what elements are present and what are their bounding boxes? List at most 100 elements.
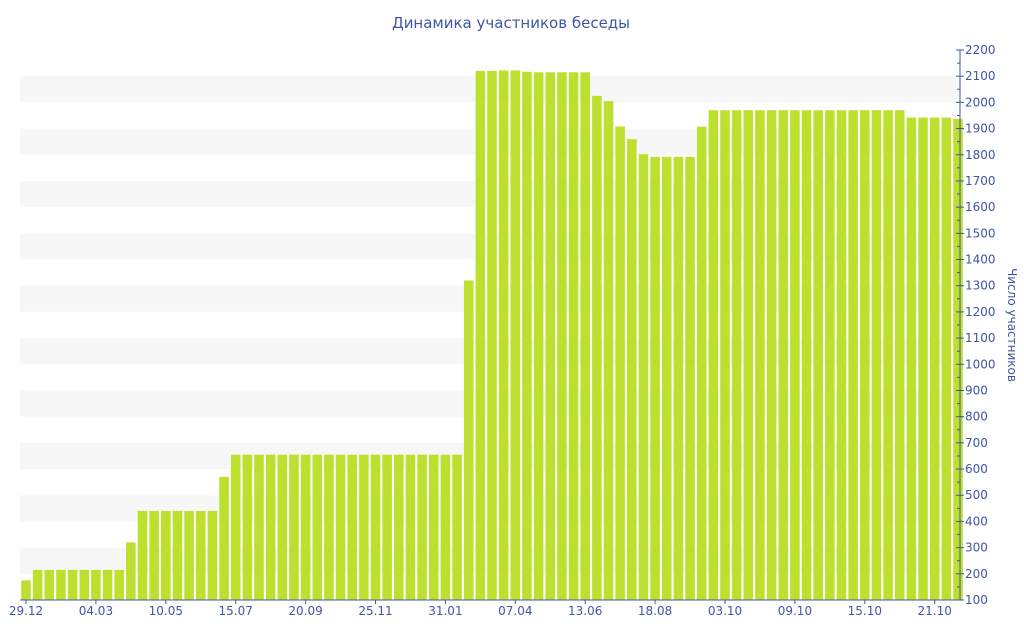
bar: [428, 454, 439, 600]
bar: [906, 117, 917, 601]
y-tick-label: 100: [965, 593, 988, 607]
bar: [312, 454, 323, 600]
bar: [592, 95, 602, 600]
bar: [102, 569, 113, 600]
bar: [463, 280, 474, 600]
y-tick-label: 1800: [965, 148, 996, 162]
y-tick-label: 1600: [965, 200, 996, 214]
x-axis: 29.12 04.03 10.05 15.07 20.09 25.11 31.01 07.04…: [9, 599, 960, 618]
bar: [254, 454, 264, 600]
bar: [801, 110, 812, 600]
bar: [370, 454, 381, 600]
bar: [731, 110, 742, 600]
x-tick-label: 29.12: [9, 604, 43, 618]
y-tick-label: 1500: [965, 226, 996, 240]
x-tick-label: 15.10: [848, 604, 882, 618]
bar: [21, 580, 31, 600]
y-tick-label: 1100: [965, 331, 996, 345]
bar: [405, 454, 416, 600]
bar: [650, 156, 660, 600]
bar: [324, 454, 334, 600]
bar: [67, 569, 78, 600]
bar: [289, 454, 299, 600]
x-tick-label: 03.10: [708, 604, 742, 618]
bar: [510, 70, 521, 600]
bar: [545, 72, 556, 600]
bar: [207, 510, 218, 600]
bar: [755, 110, 765, 600]
bar: [440, 454, 451, 600]
bar: [359, 454, 369, 600]
bar: [149, 510, 159, 600]
x-tick-label: 20.09: [288, 604, 322, 618]
bar: [184, 510, 194, 600]
x-tick-label: 09.10: [778, 604, 812, 618]
bar: [720, 110, 730, 600]
y-tick-label: 1900: [965, 122, 996, 136]
y-tick-label: 900: [965, 383, 988, 397]
bar: [848, 110, 858, 600]
y-tick-label: 300: [965, 541, 988, 555]
bar: [126, 542, 136, 600]
x-tick-label: 18.08: [638, 604, 672, 618]
bar: [860, 110, 870, 600]
bar: [172, 510, 183, 600]
bar: [941, 117, 952, 601]
bar: [79, 569, 90, 600]
y-axis: 100 200 300 400 500 600 700 800 900 1000 1100 1200 1…: [956, 43, 996, 607]
bar: [953, 118, 963, 600]
bar: [825, 110, 835, 600]
chart-title: Динамика участников беседы: [392, 14, 630, 32]
y-tick-label: 700: [965, 436, 988, 450]
x-tick-label: 13.06: [568, 604, 602, 618]
bar: [766, 110, 777, 600]
y-tick-label: 1000: [965, 357, 996, 371]
bar: [417, 454, 427, 600]
bar: [638, 154, 649, 600]
bars: [21, 70, 963, 601]
bar: [580, 72, 590, 600]
bar: [475, 70, 486, 600]
bar: [242, 454, 253, 600]
bar: [883, 110, 893, 600]
bar: [347, 454, 357, 600]
bar: [32, 569, 43, 600]
y-tick-label: 200: [965, 567, 988, 581]
y-tick-label: 2100: [965, 69, 996, 83]
bar: [790, 110, 800, 600]
x-tick-label: 21.10: [918, 604, 952, 618]
bar: [487, 70, 497, 600]
bar: [568, 72, 579, 600]
bar: [603, 101, 614, 601]
x-tick-label: 31.01: [428, 604, 462, 618]
bar: [836, 110, 847, 600]
y-tick-label: 2000: [965, 95, 996, 109]
bar: [894, 110, 905, 600]
bar: [394, 454, 404, 600]
y-tick-label: 600: [965, 462, 988, 476]
bar: [44, 569, 55, 600]
bar: [452, 454, 462, 600]
bar: [743, 110, 754, 600]
y-tick-label: 1200: [965, 305, 996, 319]
y-axis-label: Число участников: [1005, 268, 1019, 382]
bar: [929, 117, 940, 601]
bar: [56, 569, 66, 600]
x-tick-label: 07.04: [498, 604, 532, 618]
bar: [300, 454, 311, 600]
bar: [137, 510, 148, 600]
bar: [219, 476, 229, 600]
y-tick-label: 800: [965, 410, 988, 424]
y-tick-label: 2200: [965, 43, 996, 57]
bar: [557, 72, 567, 600]
bar: [382, 454, 392, 600]
bar: [696, 126, 707, 600]
y-tick-label: 1700: [965, 174, 996, 188]
x-tick-label: 04.03: [79, 604, 113, 618]
bar: [114, 569, 124, 600]
y-tick-label: 1300: [965, 279, 996, 293]
bar: [615, 126, 625, 600]
y-tick-label: 400: [965, 514, 988, 528]
x-tick-label: 10.05: [149, 604, 183, 618]
bar: [265, 454, 276, 600]
